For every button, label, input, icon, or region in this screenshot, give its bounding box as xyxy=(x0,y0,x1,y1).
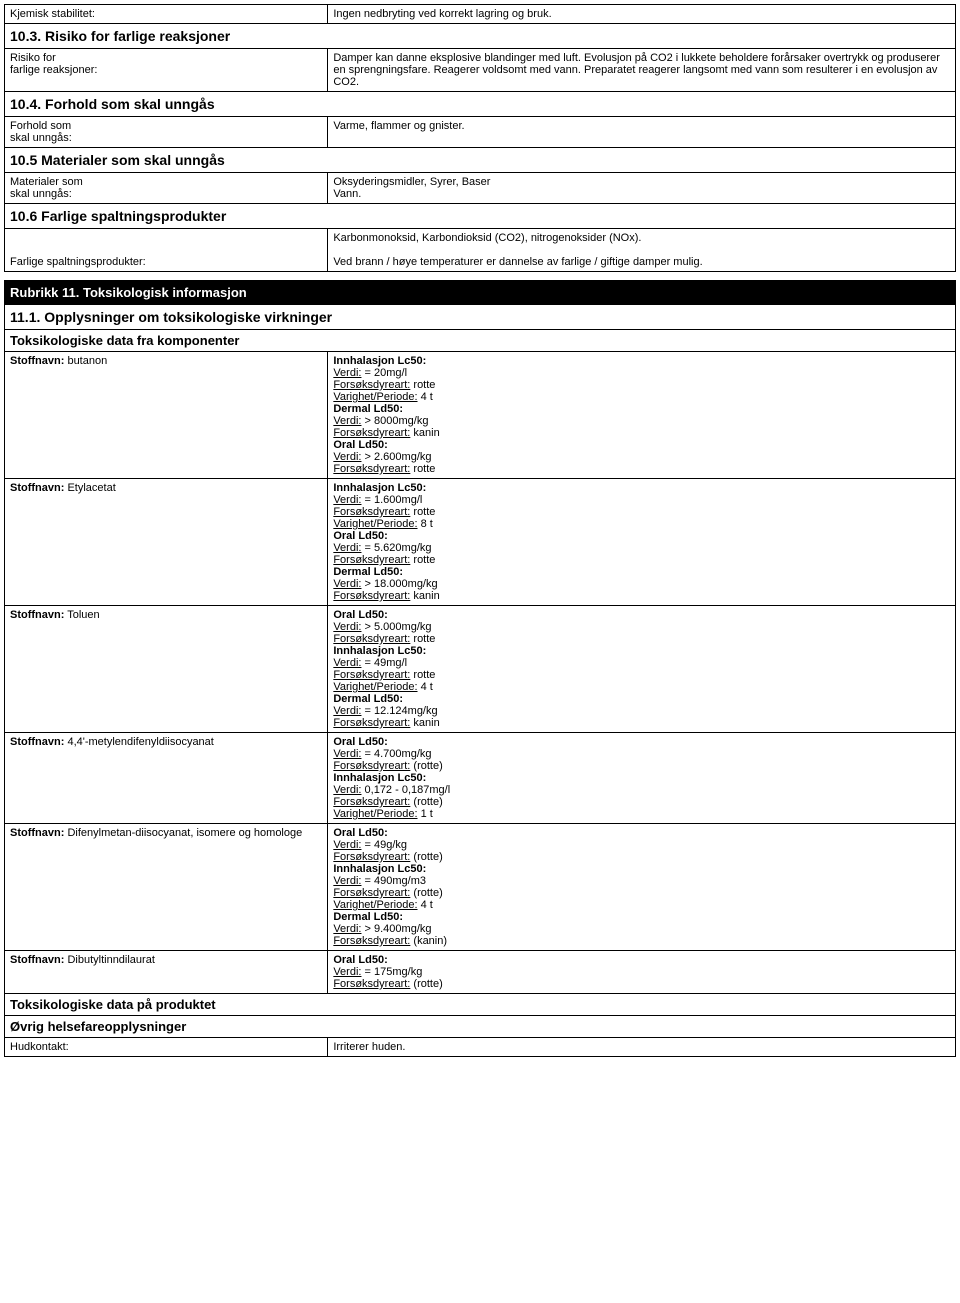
decomp-value: Karbonmonoksid, Karbondioksid (CO2), nit… xyxy=(328,229,956,272)
toluen-data: Oral Ld50: Verdi: > 5.000mg/kg Forsøksdy… xyxy=(328,606,956,733)
section-10-4-title: 10.4. Forhold som skal unngås xyxy=(5,92,956,117)
avoid-mat-label: Materialer som skal unngås: xyxy=(5,173,328,204)
skin-label: Hudkontakt: xyxy=(5,1038,328,1057)
section-11-table: Rubrikk 11. Toksikologisk informasjon 11… xyxy=(4,280,956,1057)
sds-table: Kjemisk stabilitet: Ingen nedbryting ved… xyxy=(4,4,956,272)
toluen-name: Stoffnavn: Toluen xyxy=(5,606,328,733)
difenylmetan-data: Oral Ld50: Verdi: = 49g/kg Forsøksdyrear… xyxy=(328,824,956,951)
butanon-data: Innhalasjon Lc50: Verdi: = 20mg/l Forsøk… xyxy=(328,352,956,479)
stability-value: Ingen nedbryting ved korrekt lagring og … xyxy=(328,5,956,24)
risk-value: Damper kan danne eksplosive blandinger m… xyxy=(328,49,956,92)
risk-label: Risiko for farlige reaksjoner: xyxy=(5,49,328,92)
decomp-value-1: Karbonmonoksid, Karbondioksid (CO2), nit… xyxy=(333,232,641,244)
decomp-label: Farlige spaltningsprodukter: xyxy=(5,229,328,272)
decomp-label-text: Farlige spaltningsprodukter: xyxy=(10,256,146,268)
etylacetat-name: Stoffnavn: Etylacetat xyxy=(5,479,328,606)
tox-product-header: Toksikologiske data på produktet xyxy=(5,994,956,1016)
avoid-cond-label-2: skal unngås: xyxy=(10,132,72,144)
dibutyl-data: Oral Ld50: Verdi: = 175mg/kg Forsøksdyre… xyxy=(328,951,956,994)
dibutyl-name: Stoffnavn: Dibutyltinndilaurat xyxy=(5,951,328,994)
mdi-data: Oral Ld50: Verdi: = 4.700mg/kg Forsøksdy… xyxy=(328,733,956,824)
avoid-cond-label-1: Forhold som xyxy=(10,120,71,132)
tox-components-header: Toksikologiske data fra komponenter xyxy=(5,330,956,352)
difenylmetan-name: Stoffnavn: Difenylmetan-diisocyanat, iso… xyxy=(5,824,328,951)
butanon-name: Stoffnavn: butanon xyxy=(5,352,328,479)
decomp-value-2: Ved brann / høye temperaturer er dannels… xyxy=(333,256,702,268)
etylacetat-data: Innhalasjon Lc50: Verdi: = 1.600mg/l For… xyxy=(328,479,956,606)
section-10-3-title: 10.3. Risiko for farlige reaksjoner xyxy=(5,24,956,49)
risk-label-2: farlige reaksjoner: xyxy=(10,64,97,76)
mdi-name: Stoffnavn: 4,4'-metylendifenyldiisocyana… xyxy=(5,733,328,824)
health-info-header: Øvrig helsefareopplysninger xyxy=(5,1016,956,1038)
risk-label-1: Risiko for xyxy=(10,52,56,64)
avoid-mat-value-1: Oksyderingsmidler, Syrer, Baser xyxy=(333,176,490,188)
stability-label: Kjemisk stabilitet: xyxy=(5,5,328,24)
avoid-mat-value-2: Vann. xyxy=(333,188,361,200)
avoid-cond-value: Varme, flammer og gnister. xyxy=(328,117,956,148)
avoid-cond-label: Forhold som skal unngås: xyxy=(5,117,328,148)
skin-value: Irriterer huden. xyxy=(328,1038,956,1057)
section-10-5-title: 10.5 Materialer som skal unngås xyxy=(5,148,956,173)
section-11-1-title: 11.1. Opplysninger om toksikologiske vir… xyxy=(5,305,956,330)
section-10-6-title: 10.6 Farlige spaltningsprodukter xyxy=(5,204,956,229)
avoid-mat-label-2: skal unngås: xyxy=(10,188,72,200)
section-11-header: Rubrikk 11. Toksikologisk informasjon xyxy=(5,281,956,305)
avoid-mat-label-1: Materialer som xyxy=(10,176,83,188)
avoid-mat-value: Oksyderingsmidler, Syrer, Baser Vann. xyxy=(328,173,956,204)
